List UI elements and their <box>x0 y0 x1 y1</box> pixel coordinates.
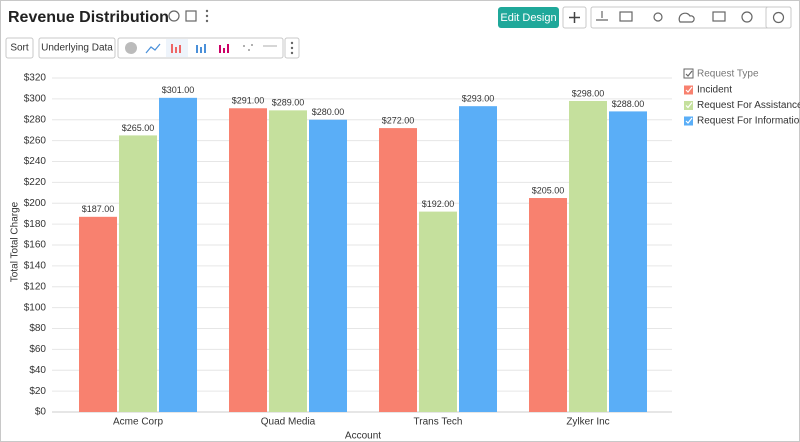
sort-button[interactable]: Sort <box>5 37 34 59</box>
y-tick-label: $160 <box>24 240 47 251</box>
value-label: $288.00 <box>612 99 645 109</box>
legend-label[interactable]: Request For Assistance <box>697 100 800 111</box>
x-tick-label[interactable]: Quad Media <box>261 417 316 428</box>
value-label: $298.00 <box>572 88 605 98</box>
y-tick-label: $0 <box>35 407 47 418</box>
bar[interactable] <box>529 198 567 412</box>
x-axis-title: Account <box>345 431 381 442</box>
y-tick-label: $100 <box>24 302 47 313</box>
legend-title: Request Type <box>697 69 759 80</box>
edit-design-button[interactable]: Edit Design <box>498 7 559 28</box>
value-label: $280.00 <box>312 107 345 117</box>
value-label: $272.00 <box>382 115 415 125</box>
y-tick-label: $40 <box>29 365 46 376</box>
y-tick-label: $120 <box>24 281 47 292</box>
bar[interactable] <box>569 100 607 413</box>
y-tick-label: $280 <box>24 114 47 125</box>
y-tick-label: $320 <box>24 73 47 84</box>
legend-swatch[interactable] <box>684 116 693 126</box>
y-tick-label: $200 <box>24 198 47 209</box>
bar[interactable] <box>159 97 197 413</box>
y-tick-label: $300 <box>24 94 47 105</box>
value-label: $301.00 <box>162 85 195 95</box>
legend-label[interactable]: Request For Information <box>697 116 800 127</box>
x-tick-label[interactable]: Zylker Inc <box>566 417 609 428</box>
bar[interactable] <box>419 211 457 412</box>
title-icons[interactable] <box>168 9 209 23</box>
y-tick-label: $220 <box>24 177 47 188</box>
y-tick-label: $180 <box>24 219 47 230</box>
legend-swatch[interactable] <box>684 85 693 95</box>
edit-design-label[interactable]: Edit Design <box>500 12 556 24</box>
value-label: $293.00 <box>462 94 495 104</box>
chart-type-switcher[interactable] <box>117 37 300 59</box>
legend-label[interactable]: Incident <box>697 85 732 96</box>
page-title: Revenue Distribution <box>8 9 169 26</box>
y-tick-label: $20 <box>29 386 46 397</box>
y-axis-title: Total Total Charge <box>10 201 21 282</box>
legend: Request Type <box>683 68 759 80</box>
y-tick-label: $80 <box>29 323 46 334</box>
bar[interactable] <box>379 128 417 412</box>
x-tick-label[interactable]: Trans Tech <box>414 417 463 428</box>
bar[interactable] <box>119 135 157 412</box>
value-label: $187.00 <box>82 204 115 214</box>
bar[interactable] <box>229 108 267 413</box>
bar[interactable] <box>309 119 347 412</box>
legend-swatch[interactable] <box>684 101 693 110</box>
sort-label[interactable]: Sort <box>10 43 29 54</box>
value-label: $291.00 <box>232 96 265 106</box>
bar[interactable] <box>79 216 117 412</box>
underlying-data-button[interactable]: Underlying Data <box>38 37 116 59</box>
y-tick-label: $60 <box>29 344 46 355</box>
legend-check <box>685 117 693 124</box>
value-label: $205.00 <box>532 185 565 195</box>
bar[interactable] <box>609 111 647 413</box>
bar[interactable] <box>459 106 497 413</box>
y-tick-label: $260 <box>24 135 47 146</box>
x-tick-label[interactable]: Acme Corp <box>113 417 163 428</box>
y-tick-label: $240 <box>24 156 47 167</box>
action-buttons[interactable] <box>562 6 792 29</box>
legend-check <box>685 86 693 93</box>
value-label: $265.00 <box>122 123 155 133</box>
y-tick-label: $140 <box>24 261 47 272</box>
underlying-data-label[interactable]: Underlying Data <box>41 43 113 54</box>
value-label: $289.00 <box>272 98 305 108</box>
bar[interactable] <box>269 110 307 412</box>
legend-check <box>685 102 693 109</box>
value-label: $192.00 <box>422 199 455 209</box>
